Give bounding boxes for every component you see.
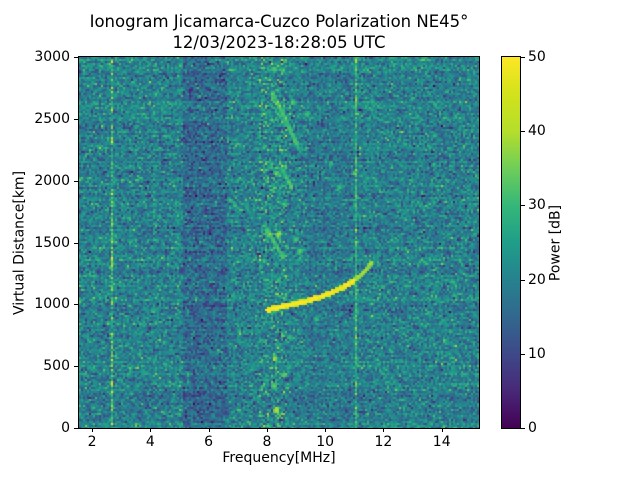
colorbar-tick-label: 50	[528, 49, 546, 65]
y-tick-mark	[74, 180, 78, 182]
colorbar-tick-label: 40	[528, 123, 546, 140]
y-tick-label: 2500	[34, 110, 70, 127]
y-tick-mark	[74, 304, 78, 306]
y-tick-label: 500	[43, 358, 70, 375]
x-tick-mark	[208, 428, 210, 432]
y-tick-mark	[74, 428, 78, 429]
x-tick-mark	[383, 428, 385, 432]
x-tick-mark	[325, 428, 327, 432]
colorbar-tick-label: 0	[528, 420, 537, 436]
y-tick-mark	[74, 118, 78, 120]
x-tick-label: 2	[87, 434, 97, 450]
x-tick-mark	[92, 428, 94, 432]
x-tick-label: 14	[432, 434, 451, 450]
y-tick-mark	[74, 57, 78, 58]
plot-area	[78, 56, 480, 429]
x-tick-label: 12	[374, 434, 393, 450]
x-tick-label: 10	[316, 434, 335, 450]
colorbar-tick-mark	[521, 131, 525, 133]
chart-title: Ionogram Jicamarca-Cuzco Polarization NE…	[89, 12, 469, 31]
colorbar-tick-mark	[521, 57, 525, 58]
colorbar-label: Power [dB]	[547, 204, 563, 281]
y-tick-label: 1000	[34, 296, 70, 313]
x-tick-label: 6	[204, 434, 214, 450]
y-tick-label: 3000	[34, 49, 70, 65]
ionogram-heatmap	[79, 57, 479, 428]
x-tick-mark	[266, 428, 268, 432]
x-tick-mark	[150, 428, 152, 432]
colorbar-tick-label: 30	[528, 197, 546, 214]
chart-subtitle: 12/03/2023-18:28:05 UTC	[172, 33, 386, 52]
x-axis-label: Frequency[MHz]	[222, 450, 336, 466]
y-tick-label: 2000	[34, 172, 70, 189]
y-tick-mark	[74, 242, 78, 244]
y-tick-label: 0	[61, 420, 70, 436]
colorbar-tick-label: 20	[528, 271, 546, 288]
x-tick-label: 8	[262, 434, 272, 450]
x-tick-mark	[441, 428, 443, 432]
colorbar-tick-label: 10	[528, 345, 546, 362]
colorbar-tick-mark	[521, 279, 525, 281]
colorbar-tick-mark	[521, 353, 525, 355]
colorbar-tick-mark	[521, 428, 525, 429]
y-tick-label: 1500	[34, 234, 70, 251]
colorbar-tick-mark	[521, 205, 525, 207]
y-tick-mark	[74, 366, 78, 368]
colorbar	[501, 56, 521, 429]
x-tick-label: 4	[145, 434, 155, 450]
